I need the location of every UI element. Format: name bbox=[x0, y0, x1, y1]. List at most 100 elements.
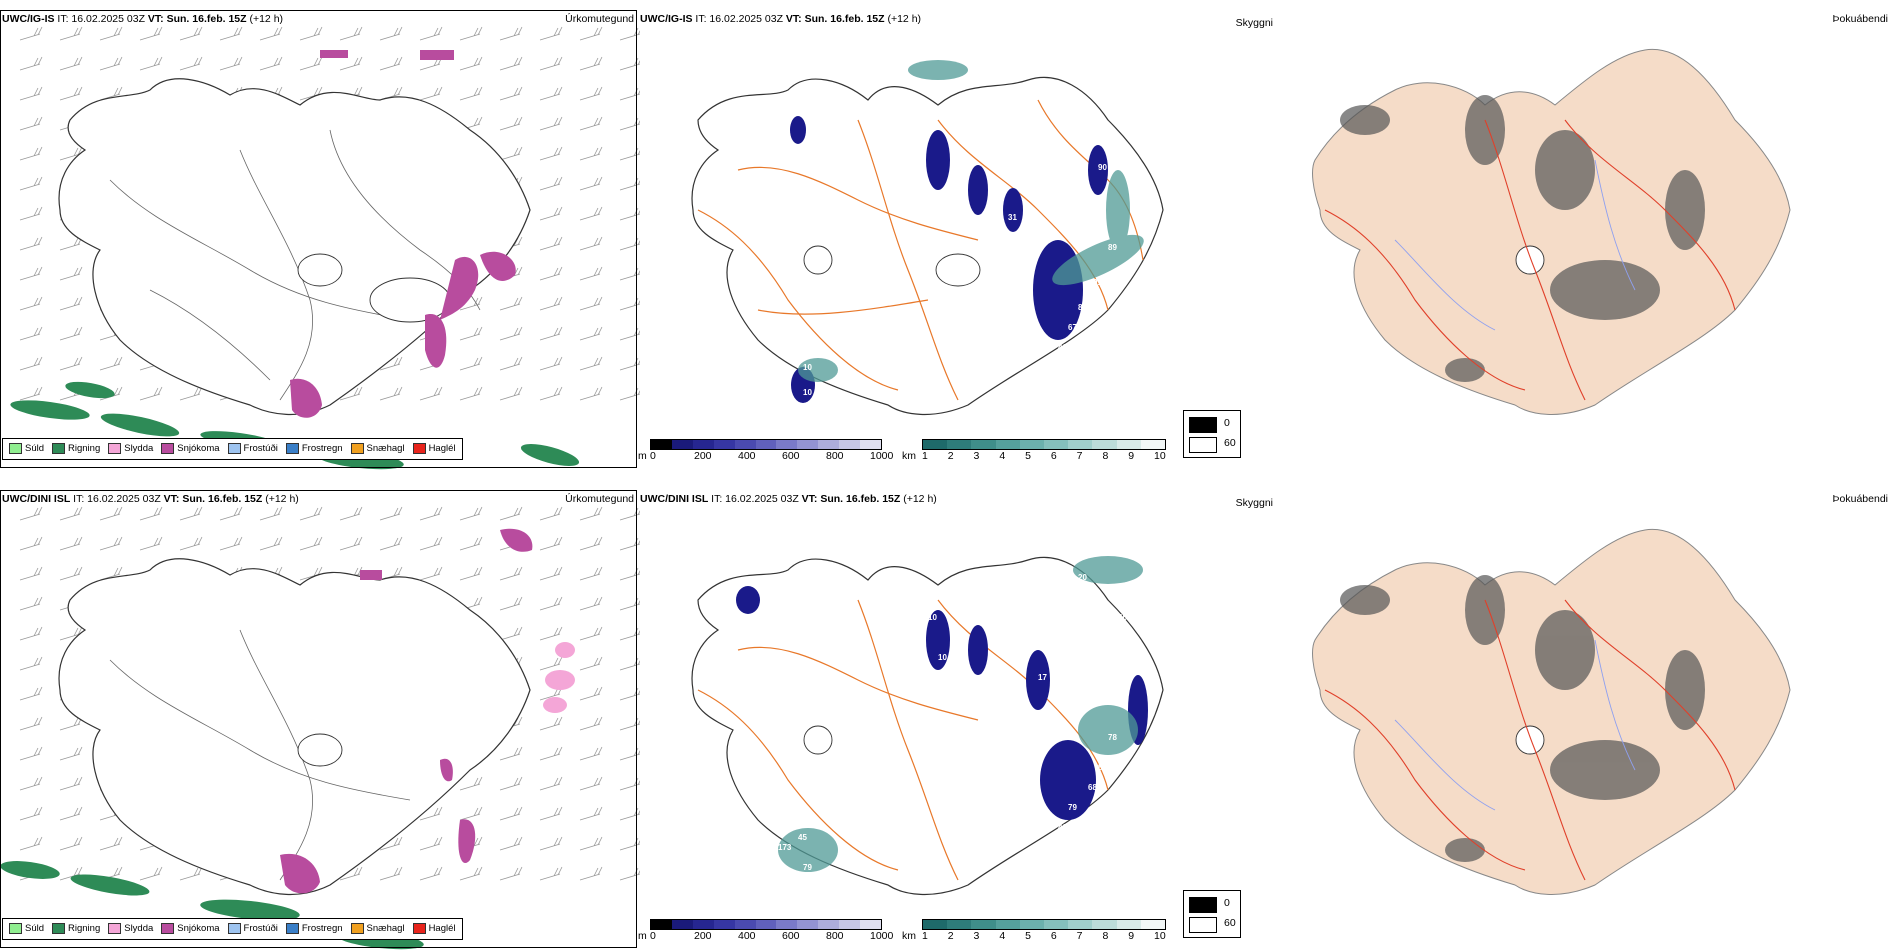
wind-barb-icon bbox=[579, 266, 603, 281]
wind-barb-icon bbox=[579, 116, 603, 131]
wind-barb-icon bbox=[379, 836, 403, 851]
precip-legend: Súld Rigning Slydda Snjókoma Frostúði Frostre… bbox=[2, 918, 463, 940]
precip-legend-swatch bbox=[9, 443, 22, 455]
precip-legend-swatch bbox=[161, 923, 175, 935]
cloud-base-label: 68 bbox=[1088, 783, 1097, 792]
wind-barb-icon bbox=[19, 596, 43, 611]
cloud_bar-tick-label: 200 bbox=[694, 450, 712, 462]
wind-barb-icon bbox=[539, 26, 563, 41]
cloud-base-label: 79 bbox=[803, 863, 812, 872]
cloud_bar-tick-label: 1000 bbox=[870, 450, 894, 462]
wind-barb-icon bbox=[459, 86, 483, 101]
cloud-base-label: 49 bbox=[1083, 193, 1092, 202]
wind-barb-icon bbox=[59, 536, 83, 551]
precip-legend-item: Snæhagl bbox=[350, 443, 405, 455]
precip-legend-label: Rigning bbox=[68, 443, 101, 455]
wind-barb-icon bbox=[539, 596, 563, 611]
wind-barb-icon bbox=[19, 806, 43, 821]
precip-legend-swatch bbox=[52, 443, 66, 455]
valid-prefix: VT: bbox=[147, 13, 164, 25]
precip-legend-swatch bbox=[9, 923, 22, 935]
wind-barb-icon bbox=[459, 776, 483, 791]
panel-frame bbox=[0, 490, 637, 948]
land bbox=[1312, 528, 1791, 895]
vis_bar-tick-label: 6 bbox=[1050, 450, 1057, 462]
cloud-base-label: 10 bbox=[1018, 173, 1027, 182]
fog-legend-swatch bbox=[1189, 417, 1217, 433]
precip-legend-label: Snæhagl bbox=[366, 443, 405, 455]
wind-barb-icon bbox=[19, 116, 43, 131]
panel-fog-row2: Þokuábendi bbox=[1265, 490, 1900, 950]
cloud-base-label: 10 bbox=[768, 123, 777, 132]
vis_bar-tick-label: 9 bbox=[1128, 930, 1135, 942]
wind-barb-icon bbox=[379, 536, 403, 551]
wind-barb-icon bbox=[499, 806, 523, 821]
wind-barb-icon bbox=[579, 716, 603, 731]
panel-precip-row1: UWC/IG-IS IT: 16.02.2025 03Z VT: Sun. 16… bbox=[0, 10, 640, 470]
vis_bar-unit: km bbox=[902, 450, 916, 462]
cloud-base-label: 173 bbox=[778, 843, 792, 852]
wind-barb-icon bbox=[339, 866, 363, 881]
cloud_bar-unit: m bbox=[638, 450, 647, 462]
wind-barb-icon bbox=[499, 626, 523, 641]
panel-fog-row1: Þokuábendi bbox=[1265, 10, 1900, 470]
vis_bar-tick-label: 7 bbox=[1076, 930, 1083, 942]
wind-barb-icon bbox=[379, 26, 403, 41]
wind-barb-icon bbox=[99, 836, 123, 851]
iceland-map-fog bbox=[1312, 528, 1791, 895]
cloud-base-label: 20 bbox=[1078, 573, 1087, 582]
wind-barb-icon bbox=[419, 806, 443, 821]
wind-barb-icon bbox=[59, 146, 83, 161]
rivers bbox=[1394, 639, 1636, 811]
wind-barb-icon bbox=[499, 146, 523, 161]
land bbox=[1312, 48, 1791, 415]
wind-barb-icon bbox=[19, 716, 43, 731]
fog-legend-swatch bbox=[1189, 917, 1217, 933]
vis_bar-tick-label: 10 bbox=[1154, 450, 1166, 462]
wind-barb-icon bbox=[139, 536, 163, 551]
wind-barb-icon bbox=[499, 56, 523, 71]
cloud_bar-tick-label: 600 bbox=[782, 450, 800, 462]
vis_bar-tick-label: 5 bbox=[1025, 450, 1031, 462]
wind-barb-icon bbox=[579, 236, 603, 251]
visibility-areas bbox=[798, 60, 1144, 382]
wind-barb-icon bbox=[579, 746, 603, 761]
wind-barb-icon bbox=[499, 866, 523, 881]
wind-barb-icon bbox=[539, 236, 563, 251]
precip-legend-swatch bbox=[161, 443, 175, 455]
fog-roads bbox=[1324, 119, 1736, 401]
init-time: IT: 16.02.2025 03Z bbox=[695, 13, 783, 25]
wind-barb-icon bbox=[339, 26, 363, 41]
precip-legend-item: Slydda bbox=[108, 443, 153, 455]
valid-prefix: VT: bbox=[163, 493, 180, 505]
wind-barb-icon bbox=[539, 206, 563, 221]
precip-legend-item: Frostúði bbox=[227, 923, 278, 935]
wind-barb-icon bbox=[19, 656, 43, 671]
wind-barb-icon bbox=[99, 506, 123, 521]
cloud-base-label: 10 bbox=[803, 363, 812, 372]
cloud-base-label: 91 bbox=[1093, 278, 1102, 287]
precip-legend-label: Snæhagl bbox=[366, 923, 405, 935]
wind-barb-icon bbox=[339, 56, 363, 71]
panel-cloud-row2: 61 20 89 46 10 10 10 104 17 34 20 83 78 81 68 79 40 173 45… bbox=[638, 490, 1273, 950]
vis_bar-tick-label: 8 bbox=[1102, 450, 1109, 462]
wind-barb-icon bbox=[19, 686, 43, 701]
lead-time: (+12 h) bbox=[265, 493, 299, 505]
vis_bar-tick-label: 7 bbox=[1076, 450, 1083, 462]
wind-barb-icon bbox=[19, 356, 43, 371]
iceland-map-fog bbox=[1312, 48, 1791, 415]
wind-barb-icon bbox=[539, 866, 563, 881]
wind-barb-icon bbox=[19, 26, 43, 41]
wind-barb-icon bbox=[379, 356, 403, 371]
vis_bar-tick-label: 10 bbox=[1154, 930, 1166, 942]
wind-barb-icon bbox=[219, 26, 243, 41]
init-time: IT: 16.02.2025 03Z bbox=[711, 493, 799, 505]
wind-barb-icon bbox=[259, 56, 283, 71]
precip-legend-swatch bbox=[412, 443, 426, 455]
cloud-base-label: 104 bbox=[1038, 643, 1052, 652]
cloud_bar-tick-label: 600 bbox=[782, 930, 800, 942]
wind-barb-icon bbox=[459, 296, 483, 311]
panel-title: UWC/DINI ISL IT: 16.02.2025 03Z VT: Sun.… bbox=[640, 493, 937, 505]
wind-barb-icon bbox=[19, 176, 43, 191]
wind-barb-icon bbox=[99, 56, 123, 71]
